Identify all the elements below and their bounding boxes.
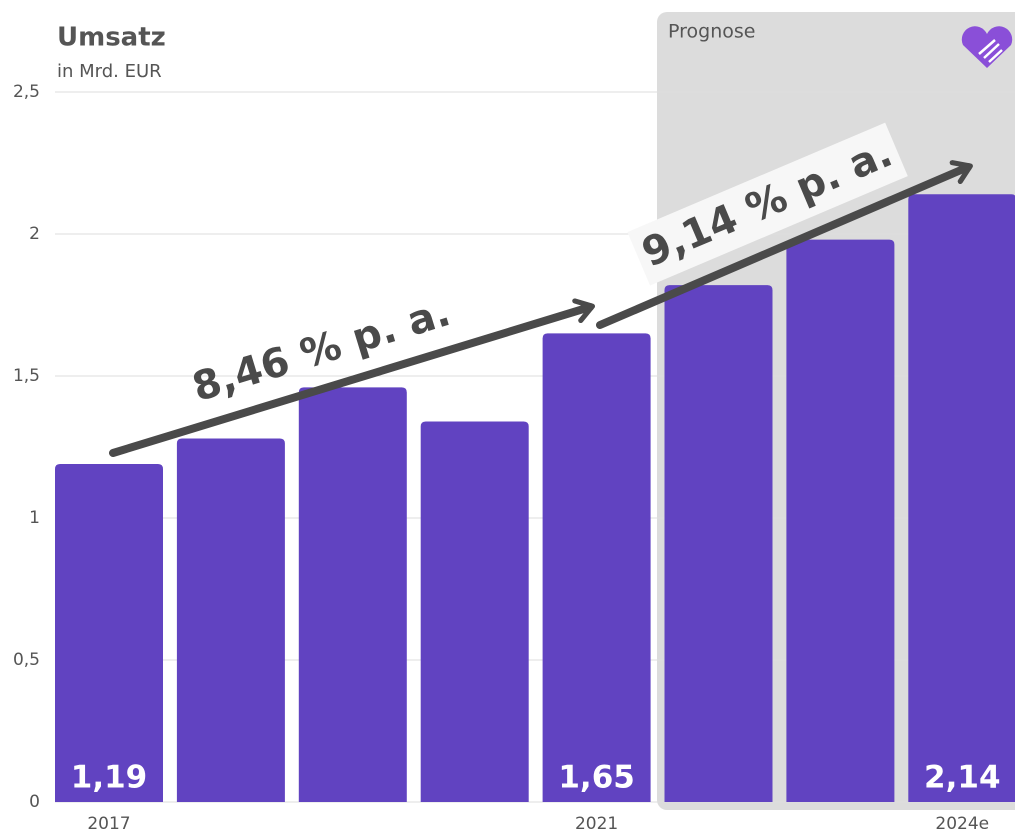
trend-arrow (109, 298, 596, 457)
bar (908, 194, 1015, 802)
y-tick-label: 1,5 (13, 366, 40, 386)
bar (176, 438, 285, 802)
x-tick-label: 2024e (935, 814, 989, 832)
bar (542, 333, 651, 802)
x-tick-label: 2017 (87, 814, 130, 832)
bar (55, 464, 163, 802)
y-tick-label: 2,5 (13, 82, 40, 102)
bar (664, 285, 773, 802)
y-tick-label: 0 (29, 792, 40, 812)
value-label: 2,14 (924, 760, 1001, 796)
y-tick-label: 1 (29, 508, 40, 528)
forecast-label: Prognose (668, 21, 755, 43)
y-tick-label: 0,5 (13, 650, 40, 670)
chart-subtitle: in Mrd. EUR (57, 61, 162, 82)
bar (420, 421, 529, 802)
annotation-bg (627, 122, 908, 286)
value-label: 1,19 (71, 760, 148, 796)
logo (961, 26, 1013, 68)
chart-title: Umsatz (57, 23, 166, 53)
x-tick-label: 2021 (575, 814, 618, 832)
bar (298, 387, 407, 802)
y-tick-label: 2 (29, 224, 40, 244)
value-label: 1,65 (558, 760, 635, 796)
trend-arrow (596, 160, 973, 329)
bar (786, 239, 895, 802)
